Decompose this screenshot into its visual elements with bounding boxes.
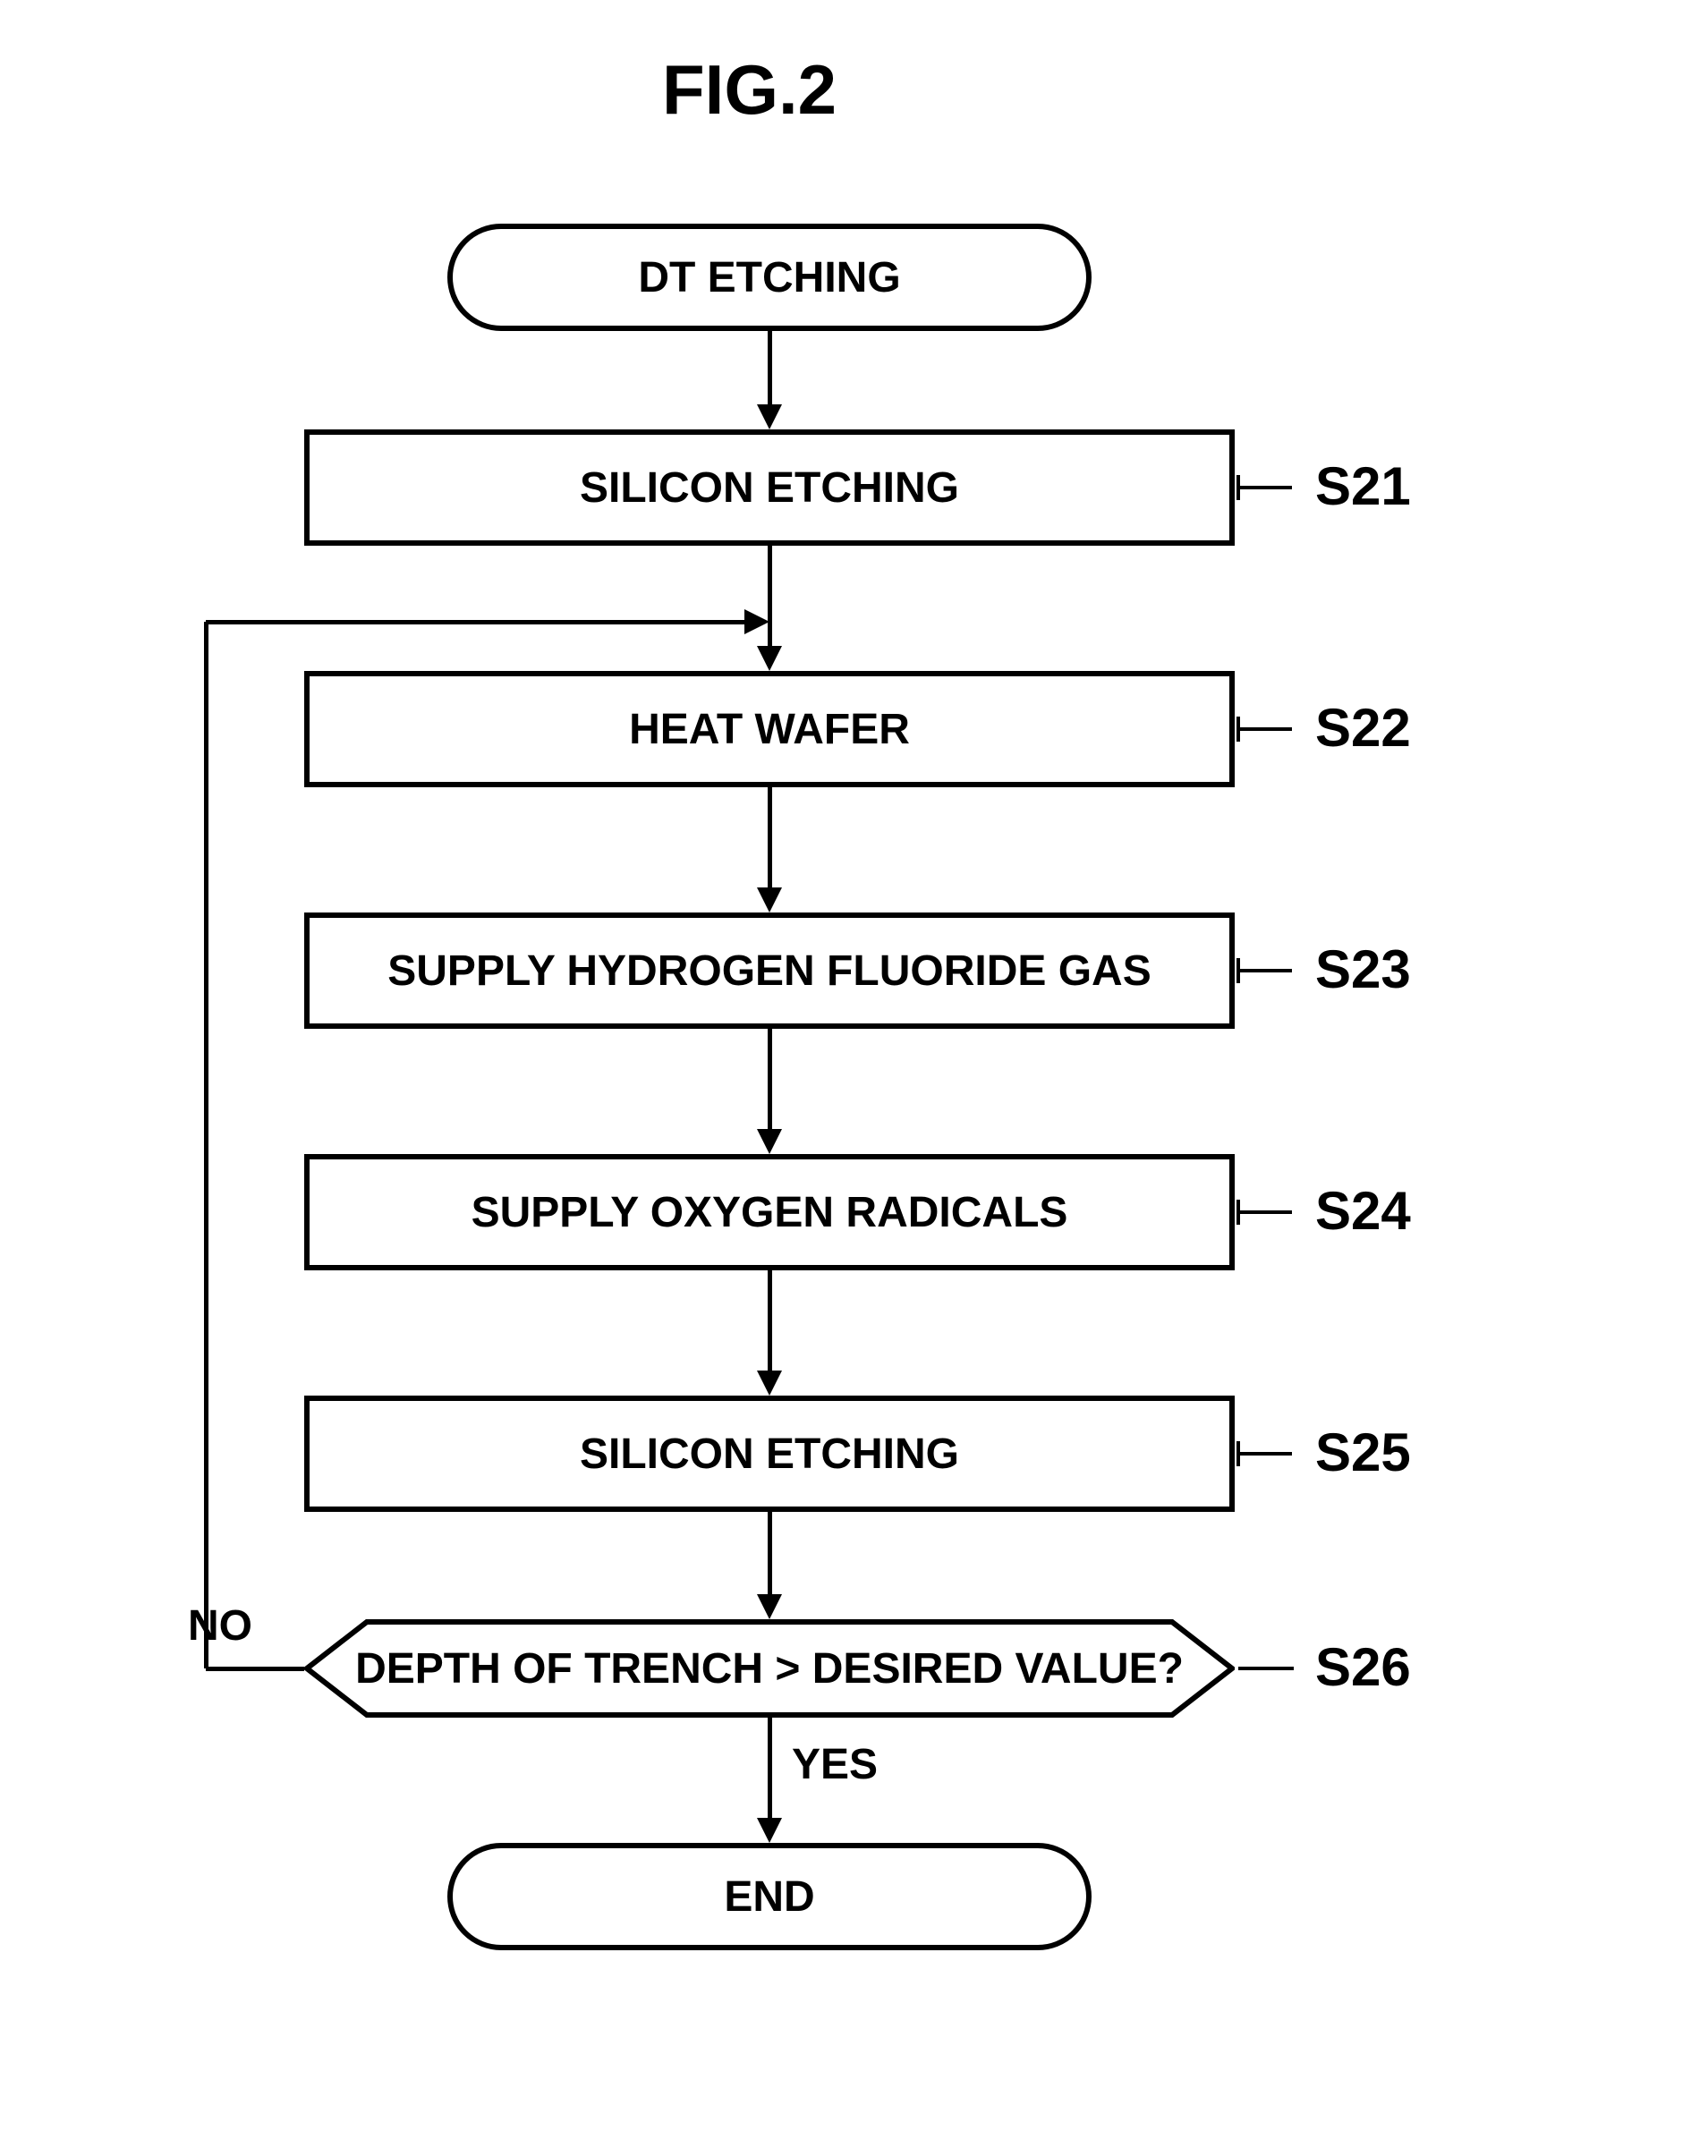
flow-label-yes: YES xyxy=(792,1740,878,1789)
process-s22-label: HEAT WAFER xyxy=(629,705,910,754)
process-s24: SUPPLY OXYGEN RADICALS xyxy=(304,1154,1235,1270)
step-label-s23: S23 xyxy=(1315,938,1411,1000)
process-s21-label: SILICON ETCHING xyxy=(580,463,959,513)
flow-label-no: NO xyxy=(188,1601,252,1651)
process-s23-label: SUPPLY HYDROGEN FLUORIDE GAS xyxy=(387,946,1151,996)
process-s22: HEAT WAFER xyxy=(304,671,1235,787)
terminator-start-label: DT ETCHING xyxy=(638,253,900,302)
terminator-end: END xyxy=(447,1843,1092,1950)
step-label-s26: S26 xyxy=(1315,1636,1411,1698)
terminator-end-label: END xyxy=(724,1872,814,1922)
figure-title: FIG.2 xyxy=(662,49,837,131)
process-s25-label: SILICON ETCHING xyxy=(580,1430,959,1479)
process-s24-label: SUPPLY OXYGEN RADICALS xyxy=(472,1188,1068,1237)
step-label-s22: S22 xyxy=(1315,697,1411,759)
step-label-s25: S25 xyxy=(1315,1422,1411,1483)
process-s25: SILICON ETCHING xyxy=(304,1396,1235,1512)
process-s21: SILICON ETCHING xyxy=(304,429,1235,546)
terminator-start: DT ETCHING xyxy=(447,224,1092,331)
step-label-s21: S21 xyxy=(1315,455,1411,517)
decision-s26-label: DEPTH OF TRENCH > DESIRED VALUE? xyxy=(355,1644,1184,1693)
process-s23: SUPPLY HYDROGEN FLUORIDE GAS xyxy=(304,912,1235,1029)
decision-s26: DEPTH OF TRENCH > DESIRED VALUE? xyxy=(304,1619,1235,1718)
diagram-canvas: FIG.2 DT ETCHING SILICON ETCHING S21 HEA… xyxy=(0,0,1708,2156)
step-label-s24: S24 xyxy=(1315,1180,1411,1242)
